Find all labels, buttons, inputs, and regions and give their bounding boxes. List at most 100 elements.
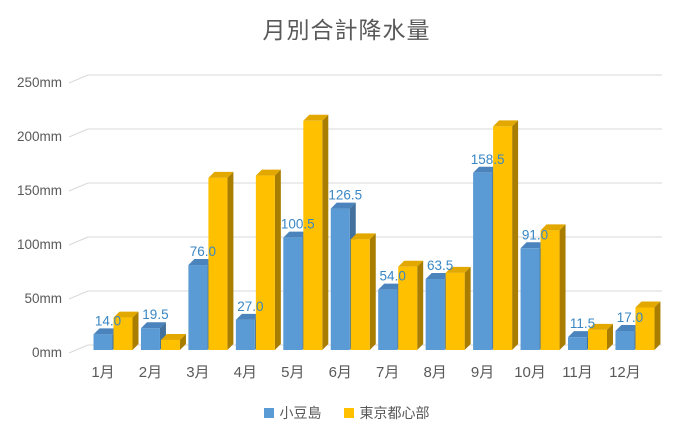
legend-swatch-icon: [263, 408, 274, 418]
bar-series1-month7-top-face: [378, 283, 404, 290]
data-label: 14.0: [95, 313, 121, 328]
bar-series2-month11-top-face: [588, 323, 613, 330]
bar-series2-month8-top-face: [445, 266, 471, 273]
bar-series2-month9[interactable]: [493, 120, 519, 351]
bar-series2-month2-front-face: [160, 339, 180, 350]
bar-series1-month6-front-face: [330, 208, 350, 350]
bar-series2-month9-front-face: [493, 126, 513, 351]
bar-series2-month7-front-face: [398, 266, 418, 350]
y-axis-label: 50mm: [24, 291, 62, 306]
bar-series2-month1-front-face: [113, 317, 133, 350]
y-axis-label: 0mm: [32, 345, 62, 360]
bar-series2-month1-side-face: [132, 311, 139, 350]
bar-series2-month2-side-face: [179, 333, 186, 350]
x-axis-label: 5月: [281, 364, 304, 381]
bar-series2-month5[interactable]: [303, 114, 329, 350]
data-label: 76.0: [190, 244, 216, 259]
bar-series1-month11-top-face: [568, 331, 593, 338]
bar-series1-month8-front-face: [425, 279, 445, 350]
data-label: 91.0: [522, 227, 548, 242]
bar-series2-month2-top-face: [160, 333, 186, 340]
bar-series1-month9-front-face: [473, 172, 493, 350]
bar-series2-month8-side-face: [464, 266, 471, 350]
bar-series2-month10[interactable]: [540, 224, 566, 350]
axis-tick: [68, 74, 89, 84]
legend-label: 東京都心部: [359, 405, 430, 421]
bar-series2-month1[interactable]: [113, 311, 139, 350]
x-axis-label: 10月: [514, 364, 546, 381]
bar-series2-month11-front-face: [588, 329, 607, 350]
axis-tick: [68, 290, 89, 300]
legend-item-2[interactable]: 東京都心部: [343, 403, 430, 423]
bar-series1-month1-top-face: [93, 328, 119, 335]
bar-series1-month10-front-face: [520, 248, 540, 350]
bar-series1-month12-top-face: [615, 324, 641, 331]
x-axis-label: 8月: [423, 364, 446, 381]
bar-series1-month3-top-face: [188, 259, 214, 266]
bar-series1-month2-top-face: [140, 322, 166, 329]
x-axis-label: 9月: [471, 364, 494, 381]
x-axis-label: 3月: [186, 364, 209, 381]
data-label: 63.5: [427, 258, 453, 273]
bar-series1-month1-front-face: [93, 334, 113, 350]
bar-series2-month10-top-face: [540, 224, 566, 231]
bar-series2-month3-side-face: [227, 171, 234, 350]
bar-series2-month12-top-face: [635, 301, 661, 308]
bar-series1-month5-top-face: [283, 231, 309, 238]
bar-series2-month4-front-face: [255, 175, 275, 350]
data-label: 11.5: [570, 316, 595, 331]
chart-title: 月別合計降水量: [262, 17, 431, 43]
bar-series2-month1-top-face: [113, 311, 139, 318]
bar-series2-month6-top-face: [350, 233, 376, 240]
bar-series2-month6[interactable]: [350, 233, 376, 350]
legend: 小豆島 東京都心部: [0, 403, 693, 423]
y-axis-label: 200mm: [17, 129, 62, 144]
x-axis-label: 6月: [329, 364, 352, 381]
x-axis-label: 12月: [609, 364, 641, 381]
axis-tick: [68, 344, 89, 354]
bar-series2-month2[interactable]: [160, 333, 186, 350]
bar-series2-month5-side-face: [322, 114, 329, 350]
legend-swatch-icon: [343, 408, 354, 418]
bar-series1-month6-top-face: [330, 202, 356, 209]
data-label: 27.0: [237, 299, 263, 314]
bar-series1-month10-top-face: [520, 242, 546, 249]
y-axis-label: 100mm: [17, 237, 62, 252]
x-axis-label: 11月: [562, 364, 593, 381]
bar-series2-month7[interactable]: [398, 260, 424, 350]
y-axis-label: 150mm: [17, 183, 62, 198]
bar-series2-month9-top-face: [493, 120, 519, 127]
data-label: 54.0: [380, 269, 406, 284]
bar-series2-month6-side-face: [369, 233, 376, 350]
bar-series1-month4-top-face: [235, 313, 261, 320]
bar-series2-month4-top-face: [255, 169, 281, 176]
bar-series2-month8[interactable]: [445, 266, 471, 350]
bar-series2-month5-front-face: [303, 120, 323, 350]
legend-label: 小豆島: [279, 405, 322, 421]
bar-series2-month8-front-face: [445, 272, 465, 350]
data-label: 126.5: [328, 188, 362, 203]
bar-series1-month4-front-face: [235, 319, 255, 350]
bar-series1-month9-top-face: [473, 166, 499, 173]
legend-item-1[interactable]: 小豆島: [263, 403, 322, 423]
data-label: 158.5: [471, 152, 505, 167]
bar-series2-month5-top-face: [303, 114, 329, 121]
bar-series2-month4-side-face: [274, 169, 281, 350]
bar-series2-month3-front-face: [208, 177, 228, 350]
bar-series2-month4[interactable]: [255, 169, 281, 350]
bar-series1-month5-front-face: [283, 237, 303, 350]
bar-series2-month3[interactable]: [208, 171, 234, 350]
bar-series1-month2-front-face: [140, 328, 160, 350]
x-axis-label: 2月: [139, 364, 162, 381]
bar-series2-month7-top-face: [398, 260, 424, 267]
bar-series2-month11[interactable]: [588, 323, 613, 350]
bar-series2-month10-side-face: [559, 224, 566, 350]
bar-series2-month6-front-face: [350, 239, 370, 350]
bar-series1-month12-front-face: [615, 330, 635, 350]
x-axis-label: 7月: [376, 364, 399, 381]
y-axis-label: 250mm: [17, 75, 62, 90]
data-label: 19.5: [142, 307, 168, 322]
axis-tick: [68, 128, 89, 138]
bar-series2-month12[interactable]: [635, 301, 661, 350]
